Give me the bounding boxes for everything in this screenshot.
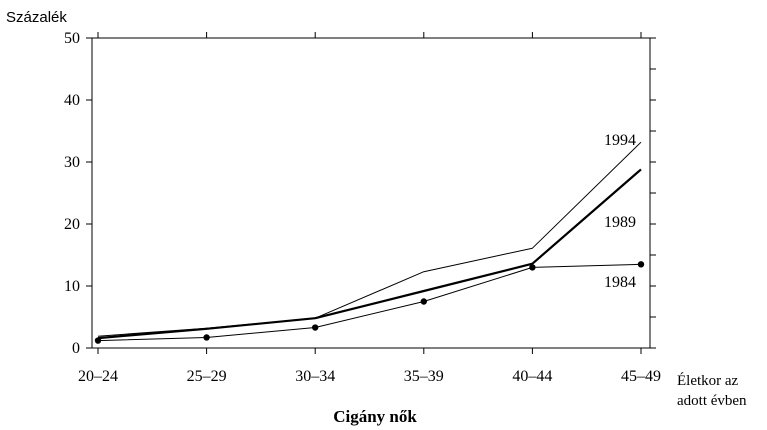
series-layer [94, 141, 645, 344]
x-tick-label: 40–44 [512, 368, 552, 385]
data-point-1984 [420, 298, 427, 305]
plot-frame [91, 37, 651, 349]
x-axis: 20–24 25–29 30–34 35–39 40–44 45–49 [78, 32, 661, 385]
x-tick-label: 35–39 [404, 368, 444, 385]
data-point-1984 [203, 334, 210, 341]
series-labels: 1994 1989 1984 [604, 132, 636, 291]
chart-title: Cigány nők [333, 407, 417, 426]
y-tick-label: 20 [64, 216, 80, 233]
x-tick-label: 25–29 [187, 368, 227, 385]
data-point-1984 [529, 264, 536, 271]
y-axis: 0 10 20 30 40 50 [64, 30, 92, 357]
y-axis-right-ticks [650, 37, 656, 349]
y-tick-label: 30 [64, 154, 80, 171]
series-line-1984 [97, 263, 642, 342]
series-label-1984: 1984 [604, 274, 636, 291]
x-axis-label-line2: adott évben [677, 393, 747, 409]
x-tick-label: 45–49 [621, 368, 661, 385]
y-tick-label: 10 [64, 278, 80, 295]
x-tick-label: 30–34 [295, 368, 335, 385]
y-tick-label: 0 [72, 340, 80, 357]
y-tick-label: 50 [64, 30, 80, 47]
series-label-1989: 1989 [604, 214, 636, 231]
data-point-1984 [94, 337, 102, 344]
y-tick-label: 40 [64, 92, 80, 109]
series-line-1989 [97, 168, 642, 340]
data-point-1984 [637, 261, 645, 268]
y-axis-label: Százalék [6, 9, 67, 26]
series-label-1994: 1994 [604, 132, 636, 149]
data-point-1984 [312, 324, 319, 331]
x-tick-label: 20–24 [78, 368, 118, 385]
x-axis-label-line1: Életkor az [677, 372, 739, 389]
